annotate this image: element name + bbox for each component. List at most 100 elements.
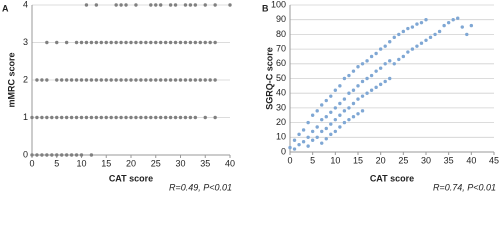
point	[114, 3, 118, 7]
point	[183, 40, 188, 45]
point	[198, 40, 202, 45]
point	[356, 112, 360, 116]
x-tick-label: 20	[126, 158, 136, 168]
point	[64, 153, 69, 157]
point	[129, 78, 133, 82]
point	[213, 115, 217, 120]
point	[288, 145, 292, 150]
point	[119, 40, 123, 45]
point	[55, 115, 59, 120]
y-tick-label: 40	[276, 88, 286, 98]
point	[84, 3, 89, 7]
point	[465, 32, 469, 37]
point	[424, 18, 428, 22]
point	[35, 153, 39, 157]
point	[437, 29, 442, 34]
point	[139, 40, 143, 45]
point	[415, 22, 419, 26]
point	[392, 62, 396, 66]
point	[351, 88, 356, 92]
point	[99, 78, 104, 82]
point	[89, 115, 94, 120]
point	[134, 3, 138, 7]
point	[40, 115, 44, 120]
point	[139, 115, 143, 120]
point	[89, 153, 94, 157]
point	[365, 76, 369, 81]
point	[228, 3, 232, 7]
point	[324, 137, 328, 141]
point	[69, 78, 74, 82]
point	[50, 115, 54, 120]
point	[168, 3, 173, 7]
point	[397, 32, 401, 37]
y-tick-label: 4	[23, 0, 28, 9]
point	[173, 115, 178, 120]
point	[415, 44, 419, 48]
point	[320, 129, 324, 134]
point	[329, 132, 333, 137]
point	[129, 40, 133, 45]
y-tick-label: 30	[276, 102, 286, 112]
point	[134, 78, 138, 82]
point	[144, 115, 148, 120]
point	[208, 40, 212, 45]
point	[410, 47, 415, 51]
point	[292, 147, 297, 151]
point	[329, 94, 333, 98]
point	[193, 115, 198, 120]
point	[94, 3, 99, 7]
point	[351, 101, 356, 106]
point	[178, 78, 183, 82]
point	[208, 78, 212, 82]
point	[203, 40, 207, 45]
point	[144, 78, 148, 82]
point	[451, 18, 455, 22]
panel-label: B	[262, 3, 269, 13]
point	[55, 153, 59, 157]
point	[134, 40, 138, 45]
point	[30, 115, 34, 120]
point	[347, 117, 351, 122]
point	[74, 115, 79, 120]
point	[154, 78, 158, 82]
x-tick-label: 40	[225, 158, 235, 168]
point	[74, 78, 79, 82]
point	[203, 115, 207, 120]
point	[369, 73, 374, 78]
point	[388, 40, 392, 44]
x-tick-label: 15	[101, 158, 111, 168]
y-tick-label: 50	[276, 73, 286, 83]
point	[392, 35, 396, 40]
point	[360, 109, 365, 113]
point	[342, 120, 347, 125]
point	[149, 40, 153, 45]
x-tick-label: 0	[29, 158, 34, 168]
y-axis-title: mMRC score	[6, 52, 16, 107]
x-tick-label: 5	[54, 158, 59, 168]
point	[383, 79, 387, 84]
point	[178, 115, 183, 120]
point	[333, 129, 338, 134]
point	[119, 3, 123, 7]
point	[315, 109, 319, 113]
point	[193, 3, 198, 7]
point	[338, 84, 342, 88]
point	[203, 3, 207, 7]
point	[320, 117, 324, 122]
point	[378, 66, 383, 70]
point	[40, 153, 44, 157]
point	[159, 115, 163, 120]
point	[188, 3, 193, 7]
point	[84, 115, 89, 120]
point	[89, 40, 94, 45]
point	[35, 115, 39, 120]
point	[45, 40, 49, 45]
point	[183, 78, 188, 82]
point	[324, 126, 328, 131]
point	[374, 85, 378, 90]
point	[55, 40, 59, 45]
point	[356, 65, 360, 69]
point	[188, 115, 193, 120]
point	[104, 115, 108, 120]
